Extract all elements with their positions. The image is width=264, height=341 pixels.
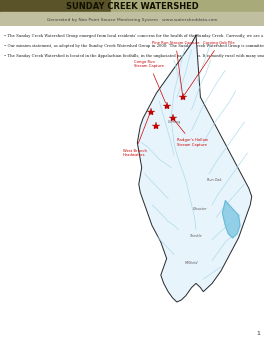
- Text: Run Oak.: Run Oak.: [207, 178, 223, 182]
- Bar: [0, 0, 111, 12]
- Text: Rodger's Hollow
Stream Capture: Rodger's Hollow Stream Capture: [174, 120, 208, 147]
- Polygon shape: [222, 201, 240, 238]
- Text: SUNDAY CREEK WATERSHED: SUNDAY CREEK WATERSHED: [66, 2, 198, 11]
- Text: Corning Gob Pile: Corning Gob Pile: [184, 42, 235, 95]
- Bar: [111, 0, 264, 12]
- Text: Congo Run
Stream Capture: Congo Run Stream Capture: [134, 60, 166, 103]
- Text: Glouster: Glouster: [193, 207, 208, 211]
- Text: Generated by Non Point Source Monitoring System   www.watersheddata.com: Generated by Non Point Source Monitoring…: [47, 18, 217, 22]
- Text: Millfield: Millfield: [185, 261, 198, 265]
- Text: • The Sunday Creek Watershed Group emerged from local residents' concerns for th: • The Sunday Creek Watershed Group emerg…: [4, 34, 264, 58]
- Text: Pine Run Stream Capture: Pine Run Stream Capture: [152, 42, 200, 94]
- Text: West Branch
Headwaters: West Branch Headwaters: [123, 114, 149, 158]
- Text: 1: 1: [256, 331, 260, 336]
- Text: Trimble: Trimble: [190, 234, 202, 238]
- Polygon shape: [137, 35, 252, 302]
- Bar: [0, 12, 264, 26]
- Text: Corning: Corning: [167, 120, 181, 124]
